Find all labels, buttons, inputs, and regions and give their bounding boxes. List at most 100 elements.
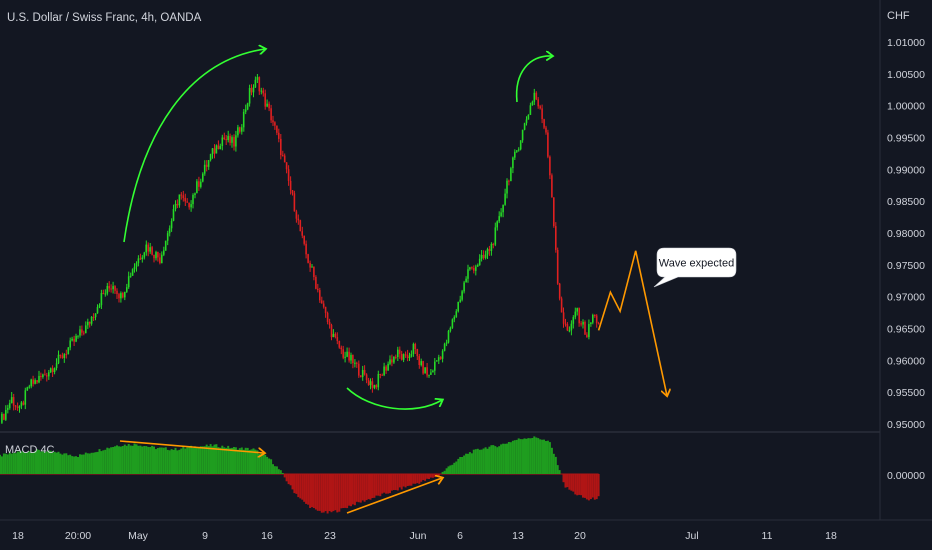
macd-bar [396, 474, 399, 491]
candle-body [100, 293, 103, 306]
macd-bar [287, 474, 290, 485]
macd-bar [104, 449, 107, 474]
macd-bar [285, 474, 288, 482]
candle-body [270, 108, 272, 121]
candle-body [143, 252, 146, 258]
macd-bar [90, 452, 93, 474]
candle-body [369, 381, 372, 386]
candle-body [274, 122, 276, 126]
candle-body [424, 367, 426, 374]
candle-body [12, 397, 15, 406]
candle-body [457, 301, 459, 312]
macd-bar [332, 474, 335, 512]
macd-bar [521, 439, 524, 474]
candle-body [496, 221, 498, 228]
time-tick-label: Jun [410, 530, 427, 542]
macd-bar [506, 443, 508, 474]
macd-bar [73, 456, 76, 474]
candle-body [94, 313, 97, 318]
candle-body [88, 321, 91, 324]
macd-bar [162, 447, 165, 474]
candle-body [315, 277, 317, 289]
candle-body [5, 410, 7, 420]
candle-body [398, 349, 401, 354]
macd-bar [570, 474, 573, 491]
macd-bar [422, 474, 425, 481]
macd-bar [153, 446, 155, 474]
macd-bar [39, 451, 42, 474]
candle-body [96, 307, 99, 314]
candle-body [215, 145, 218, 154]
time-axis[interactable]: 18 20:00 May 9 16 23 Jun 6 13 20 Jul 11 18 [12, 530, 837, 542]
candle-body [231, 137, 233, 143]
macd-bar [12, 452, 15, 474]
candle-body [69, 340, 71, 348]
macd-bar [229, 448, 232, 474]
candle-body [523, 123, 526, 130]
candle-body [268, 103, 270, 109]
candle-body [172, 209, 175, 221]
macd-bar [402, 474, 405, 487]
candle-body [153, 254, 155, 259]
candle-body [20, 402, 23, 406]
candle-body [397, 349, 399, 357]
macd-bar [254, 449, 257, 474]
candle-body [320, 300, 323, 304]
candle-body [141, 257, 144, 259]
time-tick-label: 18 [12, 530, 24, 542]
candle-body [514, 151, 516, 158]
macd-bar [576, 474, 579, 496]
candle-body [334, 333, 337, 338]
macd-bar [43, 452, 46, 474]
macd-bar [338, 474, 341, 512]
macd-bar [32, 452, 35, 474]
macd-bar [322, 474, 325, 513]
macd-bar [361, 474, 364, 501]
macd-bar [14, 453, 17, 474]
macd-bar [160, 447, 163, 474]
candle-body [59, 354, 62, 356]
macd-pane[interactable] [0, 436, 600, 514]
macd-bar [47, 450, 50, 474]
macd-bar [488, 446, 491, 474]
macd-bar [556, 465, 559, 474]
candle-body [537, 99, 539, 107]
macd-bar [375, 474, 378, 496]
candle-body [285, 162, 288, 170]
macd-bar [248, 450, 251, 474]
macd-bar [182, 447, 185, 474]
macd-bar [279, 470, 282, 474]
candle-body [163, 250, 165, 255]
macd-bar [431, 474, 434, 478]
candle-body [227, 135, 229, 140]
candle-body [465, 278, 467, 283]
candle-body [332, 333, 335, 338]
candle-body [92, 317, 95, 318]
price-pane[interactable] [1, 74, 600, 424]
macd-bar [523, 438, 526, 474]
macd-bar [336, 474, 339, 513]
price-tick-label: 1.01000 [887, 37, 925, 49]
price-axis[interactable]: 1.01000 1.00500 1.00000 0.99500 0.99000 0.985… [887, 37, 925, 431]
candle-body [517, 149, 520, 151]
candle-body [377, 374, 380, 388]
candle-body [379, 374, 381, 375]
time-tick-label: May [128, 530, 149, 542]
macd-bar [272, 464, 274, 474]
candle-body [42, 374, 44, 377]
macd-bar [215, 444, 218, 474]
macd-bar [192, 447, 194, 474]
macd-bar [507, 442, 510, 474]
macd-bar [572, 474, 575, 492]
candle-body [244, 109, 247, 112]
candle-body [283, 155, 286, 163]
candle-body [486, 249, 489, 255]
candle-body [126, 287, 128, 292]
candle-body [280, 138, 282, 155]
macd-bar [500, 444, 503, 474]
candle-body [387, 363, 389, 371]
candle-body [155, 252, 157, 259]
candle-body [597, 323, 600, 325]
macd-bar [351, 474, 354, 505]
